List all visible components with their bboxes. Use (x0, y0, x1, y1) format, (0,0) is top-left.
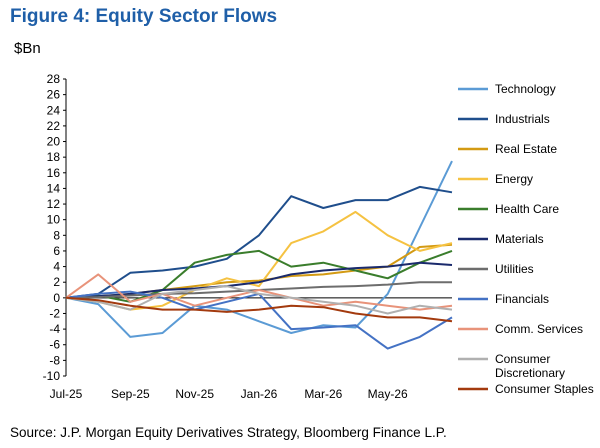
y-tick-label: 14 (47, 181, 61, 195)
y-tick-label: 12 (47, 197, 61, 211)
y-tick-label: 8 (53, 228, 60, 242)
y-tick-label: -8 (49, 353, 60, 367)
x-tick-label: May-26 (368, 387, 408, 401)
source-note: Source: J.P. Morgan Equity Derivatives S… (10, 425, 447, 440)
chart-series (65, 160, 453, 350)
y-tick-label: 2 (53, 275, 60, 289)
y-tick-label: 28 (47, 72, 61, 86)
x-tick-label: Sep-25 (111, 387, 150, 401)
y-tick-label: 10 (47, 213, 61, 227)
line-chart: 2826242220181614121086420-2-4-6-8-10Jul-… (43, 72, 594, 401)
legend-label-financials: Financials (495, 292, 549, 306)
chart-legend: Technology Industrials Real Estate Energy He… (458, 82, 594, 396)
legend-label-energy: Energy (495, 172, 533, 186)
y-tick-label: 20 (47, 135, 61, 149)
y-tick-label: 26 (47, 88, 61, 102)
x-tick-label: Jan-26 (241, 387, 278, 401)
y-tick-label: 6 (53, 244, 60, 258)
y-tick-label: -4 (49, 322, 60, 336)
chart-title: Figure 4: Equity Sector Flows (10, 6, 278, 27)
y-tick-label: 0 (53, 291, 60, 305)
y-tick-label: -2 (49, 306, 60, 320)
legend-label-health-care: Health Care (495, 202, 559, 216)
legend-label-technology: Technology (495, 82, 556, 96)
series-line-comm-services (65, 273, 453, 311)
y-axis-unit-label: $Bn (14, 40, 41, 57)
y-tick-label: 16 (47, 166, 61, 180)
x-tick-label: Mar-26 (304, 387, 342, 401)
y-tick-label: 4 (53, 260, 60, 274)
legend-label-consumer-staples: Consumer Staples (495, 382, 594, 396)
series-line-materials (65, 261, 453, 299)
y-tick-label: 24 (47, 103, 61, 117)
legend-label-real-estate: Real Estate (495, 142, 557, 156)
chart-axes: 2826242220181614121086420-2-4-6-8-10Jul-… (43, 72, 452, 401)
series-line-consumer-discretionary (65, 285, 453, 315)
y-tick-label: 18 (47, 150, 61, 164)
legend-label-materials: Materials (495, 232, 544, 246)
legend-label-comm-services: Comm. Services (495, 322, 583, 336)
legend-label-utilities: Utilities (495, 262, 534, 276)
y-tick-label: 22 (47, 119, 61, 133)
series-line-technology (65, 160, 453, 338)
legend-label-consumer-discretionary: Consumer Discretionary (495, 352, 565, 380)
legend-label-industrials: Industrials (495, 112, 550, 126)
y-tick-label: -6 (49, 338, 60, 352)
x-tick-label: Jul-25 (50, 387, 83, 401)
y-tick-label: -10 (43, 369, 61, 383)
series-line-consumer-staples (65, 296, 453, 323)
series-line-industrials (65, 185, 453, 299)
x-tick-label: Nov-25 (175, 387, 214, 401)
